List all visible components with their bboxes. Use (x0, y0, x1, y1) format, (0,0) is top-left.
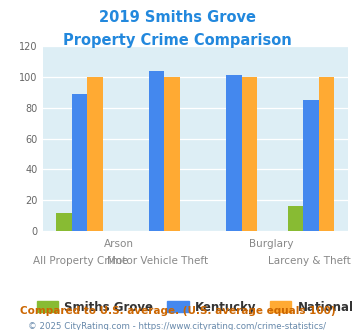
Bar (226, 76, 241, 231)
Legend: Smiths Grove, Kentucky, National: Smiths Grove, Kentucky, National (32, 296, 355, 318)
Text: © 2025 CityRating.com - https://www.cityrating.com/crime-statistics/: © 2025 CityRating.com - https://www.city… (28, 322, 327, 330)
Text: All Property Crime: All Property Crime (33, 256, 128, 266)
Text: Compared to U.S. average. (U.S. average equals 100): Compared to U.S. average. (U.S. average … (20, 306, 335, 316)
Text: Motor Vehicle Theft: Motor Vehicle Theft (106, 256, 208, 266)
Bar (87, 77, 103, 231)
Bar (149, 71, 164, 231)
Bar (56, 213, 72, 231)
Bar (72, 94, 87, 231)
Bar (164, 77, 180, 231)
Text: Property Crime Comparison: Property Crime Comparison (63, 33, 292, 48)
Text: Burglary: Burglary (249, 239, 294, 249)
Text: 2019 Smiths Grove: 2019 Smiths Grove (99, 10, 256, 25)
Bar (318, 77, 334, 231)
Bar (241, 77, 257, 231)
Text: Arson: Arson (104, 239, 134, 249)
Bar (303, 100, 318, 231)
Bar (288, 206, 303, 231)
Text: Larceny & Theft: Larceny & Theft (268, 256, 351, 266)
